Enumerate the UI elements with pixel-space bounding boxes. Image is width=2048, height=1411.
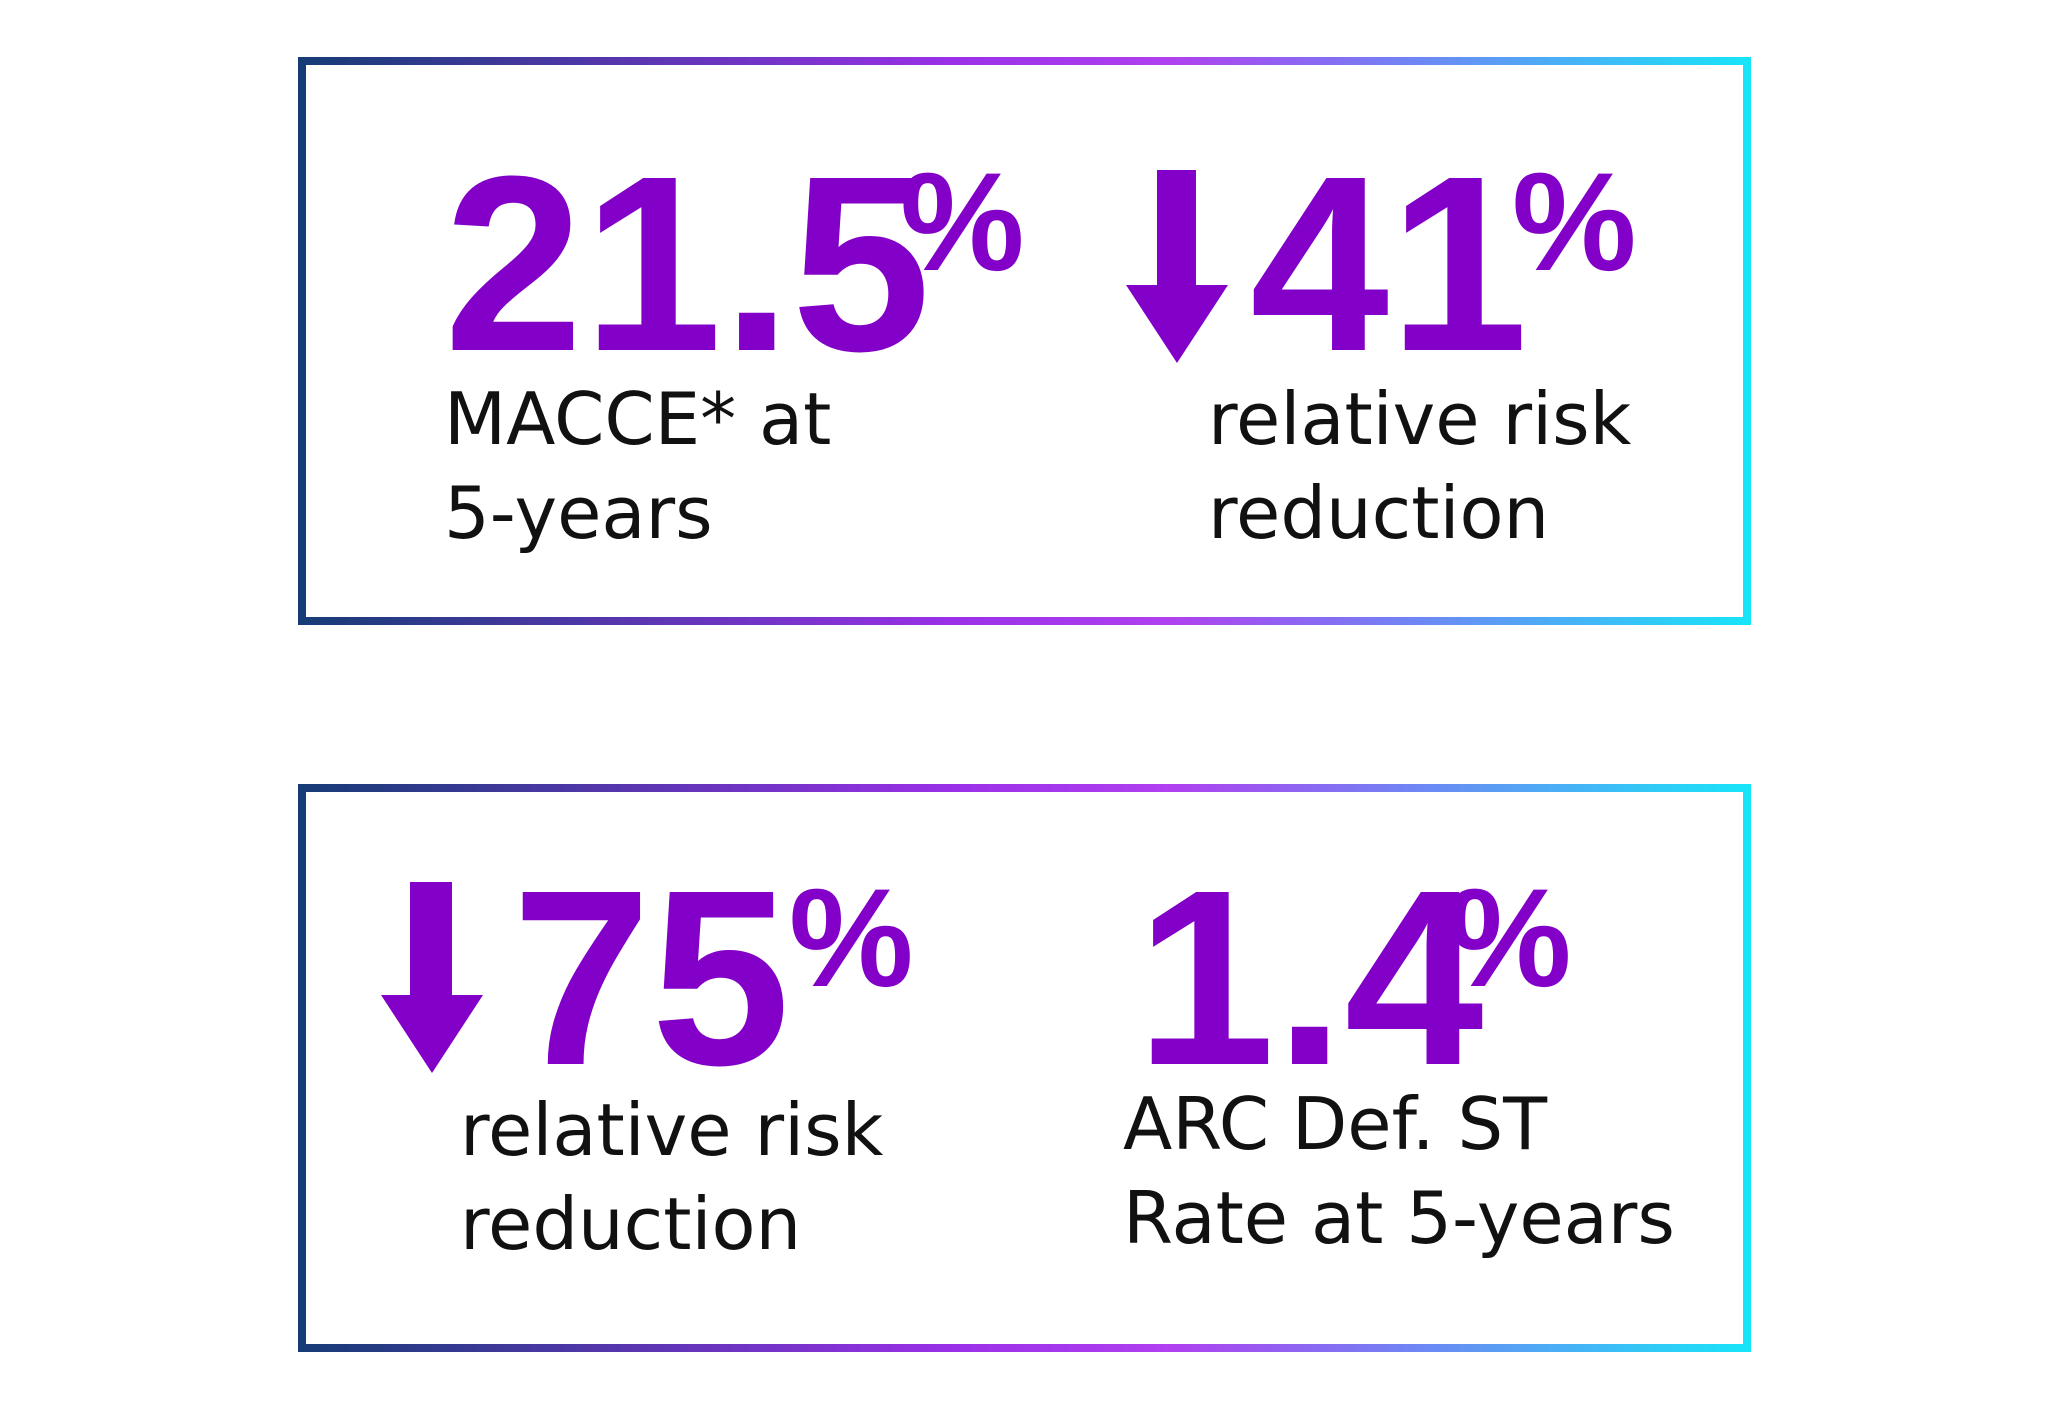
stat-unit: % bbox=[1512, 143, 1636, 300]
stat-value: 21.5 bbox=[444, 124, 931, 403]
panel-frame bbox=[298, 784, 1751, 1352]
stat-value: 75 bbox=[512, 838, 790, 1117]
stat-label: ARC Def. ST bbox=[1123, 1082, 1548, 1166]
stat-value: 1.4 bbox=[1136, 838, 1484, 1117]
stat-label: relative risk bbox=[460, 1088, 884, 1172]
stat-label: reduction bbox=[1208, 471, 1549, 555]
stat-label: MACCE* at bbox=[444, 377, 831, 461]
stat-label: reduction bbox=[460, 1182, 801, 1266]
stat-label: relative risk bbox=[1208, 377, 1632, 461]
panel-frame bbox=[298, 57, 1751, 625]
stat-label: 5-years bbox=[444, 471, 713, 555]
stat-value: 41 bbox=[1250, 124, 1528, 403]
stat-unit: % bbox=[1447, 859, 1571, 1016]
down-arrow bbox=[381, 882, 483, 1073]
stat-unit: % bbox=[900, 143, 1024, 300]
stat-unit: % bbox=[789, 859, 913, 1016]
stat-label: Rate at 5-years bbox=[1123, 1176, 1675, 1260]
down-arrow bbox=[1126, 170, 1228, 363]
